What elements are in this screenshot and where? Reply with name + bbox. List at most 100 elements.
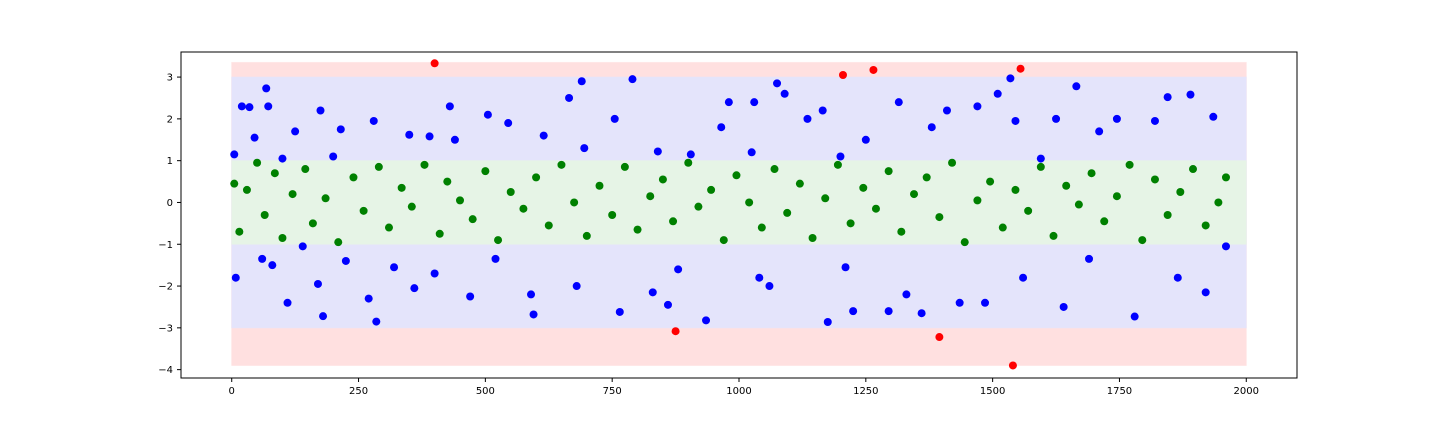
data-point xyxy=(468,215,477,224)
data-point xyxy=(973,102,982,111)
data-point xyxy=(633,225,642,234)
data-point xyxy=(539,131,548,140)
y-tick-label: 3 xyxy=(167,73,173,84)
data-point xyxy=(369,116,378,125)
data-point xyxy=(1019,273,1028,282)
data-point xyxy=(773,79,782,88)
data-point xyxy=(1221,173,1230,182)
data-point xyxy=(298,242,307,251)
data-point xyxy=(783,208,792,217)
data-point xyxy=(732,171,741,180)
data-point xyxy=(719,236,728,245)
data-point xyxy=(628,75,637,84)
x-tick-label: 0 xyxy=(229,386,235,397)
data-point xyxy=(884,307,893,316)
data-point xyxy=(1201,288,1210,297)
data-point xyxy=(420,160,429,169)
y-tick-label: −1 xyxy=(158,240,173,251)
data-point xyxy=(871,204,880,213)
data-point xyxy=(669,217,678,226)
x-tick-label: 500 xyxy=(476,386,495,397)
data-point xyxy=(998,223,1007,232)
data-point xyxy=(993,89,1002,98)
data-point xyxy=(658,175,667,184)
data-point xyxy=(770,165,779,174)
y-tick-label: −3 xyxy=(158,323,173,334)
data-point xyxy=(750,98,759,107)
data-point xyxy=(1006,74,1015,83)
data-point xyxy=(884,167,893,176)
data-point xyxy=(707,185,716,194)
data-point xyxy=(313,279,322,288)
data-point xyxy=(894,98,903,107)
y-axis: −4 −3 −2 −1 0 1 2 3 xyxy=(158,73,181,376)
data-point xyxy=(430,59,439,68)
data-point xyxy=(902,290,911,299)
data-point xyxy=(745,198,754,207)
data-point xyxy=(278,233,287,242)
data-point xyxy=(283,298,292,307)
data-point xyxy=(833,160,842,169)
data-point xyxy=(577,77,586,86)
data-point xyxy=(301,165,310,174)
data-point xyxy=(1112,114,1121,123)
data-point xyxy=(818,106,827,115)
data-point xyxy=(948,158,957,167)
data-point xyxy=(407,202,416,211)
data-point xyxy=(595,181,604,190)
data-point xyxy=(1176,188,1185,197)
data-point xyxy=(390,263,399,272)
data-point xyxy=(443,177,452,186)
data-point xyxy=(349,173,358,182)
data-point xyxy=(582,231,591,240)
data-point xyxy=(572,282,581,291)
data-point xyxy=(1036,162,1045,171)
data-point xyxy=(1024,206,1033,215)
data-point xyxy=(841,263,850,272)
data-point xyxy=(910,190,919,199)
data-point xyxy=(849,307,858,316)
data-point xyxy=(1201,221,1210,230)
data-point xyxy=(410,284,419,293)
data-point xyxy=(1130,312,1139,321)
x-tick-label: 1250 xyxy=(853,386,878,397)
data-point xyxy=(803,114,812,123)
data-point xyxy=(861,135,870,144)
data-point xyxy=(235,227,244,236)
data-point xyxy=(245,103,254,112)
data-point xyxy=(250,133,259,142)
data-point xyxy=(1085,254,1094,263)
data-point xyxy=(1049,231,1058,240)
data-point xyxy=(544,221,553,230)
data-point xyxy=(445,102,454,111)
x-tick-label: 1500 xyxy=(980,386,1005,397)
data-point xyxy=(270,169,279,178)
data-point xyxy=(1138,236,1147,245)
data-point xyxy=(724,98,733,107)
data-point xyxy=(686,150,695,159)
data-point xyxy=(981,298,990,307)
data-point xyxy=(1189,165,1198,174)
band-layer xyxy=(231,61,1247,366)
data-point xyxy=(319,312,328,321)
data-point xyxy=(1036,154,1045,163)
data-point xyxy=(519,204,528,213)
x-tick-label: 750 xyxy=(603,386,622,397)
data-point xyxy=(483,110,492,119)
data-point xyxy=(1186,90,1195,99)
data-point xyxy=(765,282,774,291)
data-point xyxy=(935,213,944,222)
points-layer xyxy=(230,59,1230,370)
y-tick-label: 2 xyxy=(167,114,173,125)
data-point xyxy=(372,317,381,326)
data-point xyxy=(755,273,764,282)
data-point xyxy=(1163,211,1172,219)
data-point xyxy=(1072,82,1081,91)
data-point xyxy=(308,219,317,228)
data-point xyxy=(258,254,267,263)
data-point xyxy=(808,233,817,242)
data-point xyxy=(230,179,239,188)
data-point xyxy=(674,265,683,274)
data-point xyxy=(897,227,906,236)
data-point xyxy=(506,188,515,197)
